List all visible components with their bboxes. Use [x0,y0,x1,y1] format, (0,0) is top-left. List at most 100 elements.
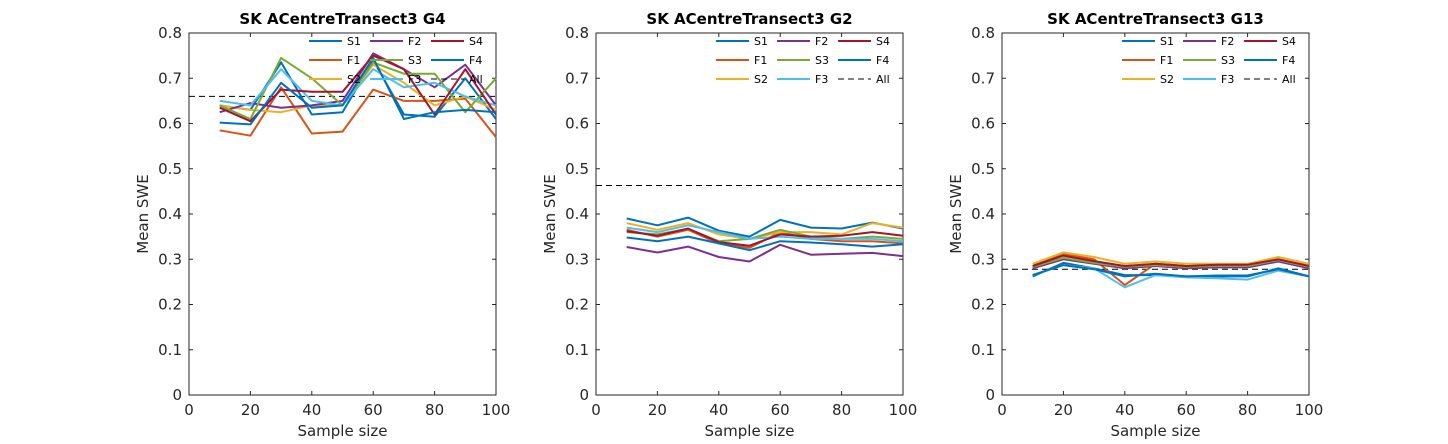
legend-label-f1: F1 [347,54,360,67]
legend-label-f4: F4 [469,54,482,67]
y-tick-label: 0.6 [158,115,182,133]
plot-area [595,32,904,396]
legend-label-s3: S3 [815,54,829,67]
y-axis-label: Mean SWE [541,174,559,253]
chart-2: 0 20 40 60 80 100 0 0.1 0.2 0.3 0.4 0.5 0.6 0.7 0.8 SK … [541,10,917,440]
y-tick-label: 0.1 [158,341,182,359]
legend-label-f4: F4 [876,54,889,67]
series-line-f4 [626,235,904,252]
x-tick-label: 40 [709,401,728,419]
y-tick-label: 0.5 [158,160,182,178]
series-line-f3 [626,224,904,243]
chart-title: SK ACentreTransect3 G13 [1047,10,1264,28]
legend: S1 F1 S2 F2 S3 F3 S4 F4 All [309,35,483,86]
series-line-s2 [1032,251,1310,265]
y-tick-label: 0.7 [565,69,589,87]
legend-label-all: All [876,73,890,86]
y-tick-label: 0.8 [158,24,182,42]
y-tick-label: 0.4 [565,205,589,223]
series-line-f3 [219,68,497,107]
legend-label-s3: S3 [1221,54,1235,67]
legend-label-f2: F2 [1221,35,1234,48]
x-axis-label: Sample size [1110,422,1200,440]
chart-title: SK ACentreTransect3 G4 [239,10,445,28]
legend-label-s2: S2 [1160,73,1174,86]
x-tick-label: 0 [997,401,1007,419]
y-tick-label: 0.2 [971,296,995,314]
y-axis-label: Mean SWE [947,174,965,253]
series-line-s4 [1032,254,1310,267]
legend-label-s4: S4 [469,35,483,48]
y-tick-label: 0 [172,386,182,404]
series-line-s1 [626,216,904,238]
x-tick-label: 20 [1054,401,1073,419]
x-tick-label: 20 [241,401,260,419]
x-tick-label: 0 [184,401,194,419]
x-tick-label: 0 [591,401,601,419]
legend-label-s4: S4 [1282,35,1296,48]
y-tick-label: 0.3 [565,250,589,268]
legend-label-f2: F2 [815,35,828,48]
x-tick-label: 80 [425,401,444,419]
x-tick-label: 60 [1177,401,1196,419]
series-line-s4 [219,54,497,123]
y-tick-label: 0.3 [158,250,182,268]
y-tick-label: 0.1 [971,341,995,359]
x-tick-label: 60 [771,401,790,419]
legend-label-all: All [1282,73,1296,86]
legend: S1 F1 S2 F2 S3 F3 S4 F4 All [716,35,890,86]
y-tick-label: 0.7 [158,69,182,87]
y-tick-label: 0 [985,386,995,404]
legend-label-f3: F3 [1221,73,1234,86]
y-tick-label: 0.2 [158,296,182,314]
y-tick-label: 0.2 [565,296,589,314]
chart-3: 0 20 40 60 80 100 0 0.1 0.2 0.3 0.4 0.5 0.6 0.7 0.8 SK … [947,10,1323,440]
x-tick-label: 40 [1115,401,1134,419]
x-tick-label: 100 [889,401,918,419]
x-axis-label: Sample size [297,422,387,440]
plot-area [188,32,497,396]
series-line-s4 [626,227,904,247]
x-tick-label: 40 [302,401,321,419]
legend: S1 F1 S2 F2 S3 F3 S4 F4 All [1122,35,1296,86]
y-tick-label: 0.5 [971,160,995,178]
y-tick-label: 0.1 [565,341,589,359]
legend-label-f1: F1 [1160,54,1173,67]
y-tick-label: 0.4 [971,205,995,223]
legend-label-f2: F2 [408,35,421,48]
series-line-f2 [626,243,904,263]
legend-label-f3: F3 [815,73,828,86]
legend-label-s1: S1 [754,35,768,48]
y-axis-label: Mean SWE [134,174,152,253]
legend-label-s1: S1 [347,35,361,48]
legend-label-all: All [469,73,483,86]
legend-label-f4: F4 [1282,54,1295,67]
y-tick-label: 0.8 [971,24,995,42]
series-line-s3 [1032,256,1310,268]
series-line-s2 [626,222,904,240]
chart-title: SK ACentreTransect3 G2 [646,10,852,28]
legend-label-f3: F3 [408,73,421,86]
x-tick-label: 100 [482,401,511,419]
x-tick-label: 80 [832,401,851,419]
y-tick-label: 0.4 [158,205,182,223]
legend-label-s4: S4 [876,35,890,48]
y-tick-label: 0.6 [971,115,995,133]
y-tick-label: 0.5 [565,160,589,178]
x-tick-label: 100 [1295,401,1324,419]
y-tick-label: 0.6 [565,115,589,133]
y-tick-label: 0.8 [565,24,589,42]
series-line-f4 [1032,264,1310,278]
legend-label-s1: S1 [1160,35,1174,48]
x-tick-label: 80 [1238,401,1257,419]
legend-label-s3: S3 [408,54,422,67]
series-line-f4 [219,56,497,126]
y-tick-label: 0 [579,386,589,404]
y-tick-label: 0.7 [971,69,995,87]
x-tick-label: 20 [648,401,667,419]
plot-area [1001,32,1310,396]
x-tick-label: 60 [364,401,383,419]
legend-label-s2: S2 [754,73,768,86]
chart-1: 0 20 40 60 80 100 0 0.1 0.2 0.3 0.4 0.5 0.6 0.7 0.8 SK … [134,10,510,440]
